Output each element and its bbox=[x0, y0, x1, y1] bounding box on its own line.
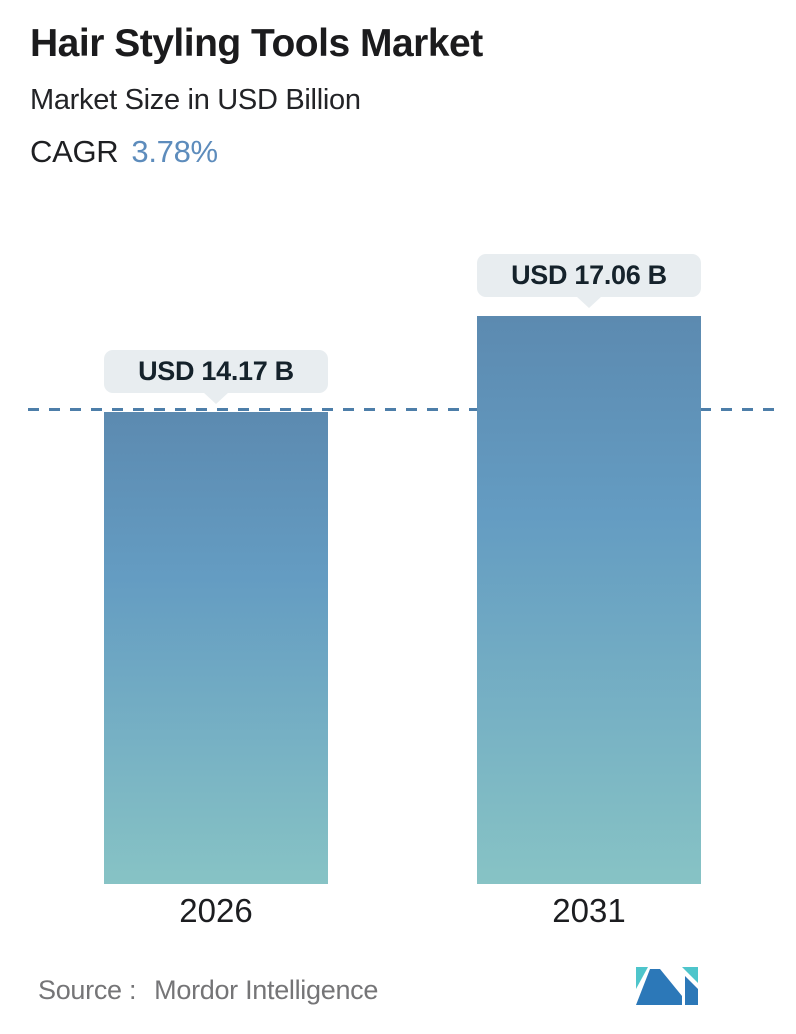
source-name: Mordor Intelligence bbox=[154, 975, 379, 1005]
cagr-line: CAGR 3.78% bbox=[30, 134, 218, 170]
logo-teal-left-triangle bbox=[636, 967, 648, 989]
tooltip-pointer-icon bbox=[576, 296, 602, 308]
source-text: Source : Mordor Intelligence bbox=[38, 975, 378, 1006]
chart-subtitle: Market Size in USD Billion bbox=[30, 84, 361, 116]
value-tooltip-2031: USD 17.06 B bbox=[477, 254, 701, 308]
logo-blue-m-stroke bbox=[636, 969, 682, 1005]
bar-2026 bbox=[104, 412, 328, 884]
x-axis-label-2026: 2026 bbox=[179, 892, 253, 929]
bar-2031 bbox=[477, 316, 701, 884]
logo-teal-right-triangle bbox=[682, 967, 698, 983]
logo-blue-right-bar bbox=[685, 976, 698, 1005]
x-axis-label-2031: 2031 bbox=[552, 892, 626, 929]
mordor-intelligence-logo bbox=[636, 967, 698, 1005]
cagr-value: 3.78% bbox=[131, 134, 218, 169]
reference-dashed-line bbox=[28, 408, 776, 411]
tooltip-pointer-icon bbox=[203, 392, 229, 404]
chart-title: Hair Styling Tools Market bbox=[30, 22, 483, 65]
cagr-label: CAGR bbox=[30, 134, 119, 169]
source-label: Source : bbox=[38, 975, 137, 1005]
value-tooltip-2026: USD 14.17 B bbox=[104, 350, 328, 404]
value-label-2031: USD 17.06 B bbox=[511, 260, 667, 290]
value-label-2026: USD 14.17 B bbox=[138, 356, 294, 386]
